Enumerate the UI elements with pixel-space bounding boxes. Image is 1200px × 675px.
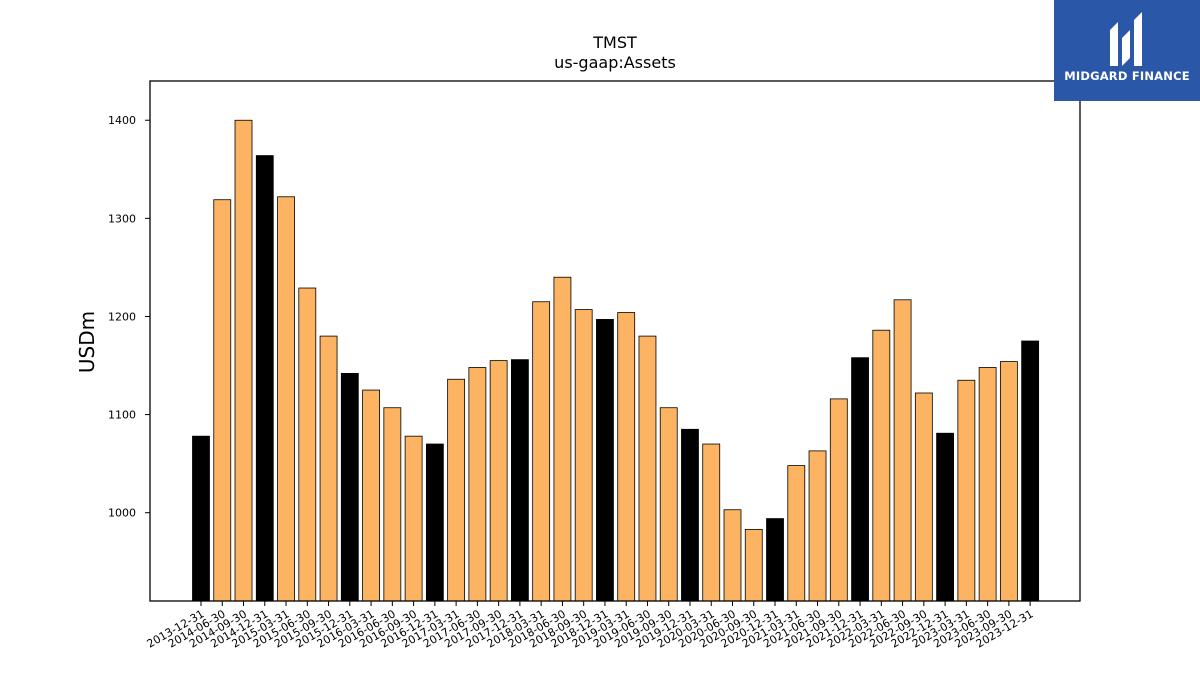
bar-2017-09-30 bbox=[489, 360, 508, 602]
y-axis-label: USDm bbox=[75, 311, 99, 373]
midgard-logo-icon bbox=[1110, 12, 1142, 66]
bar-2021-03-31 bbox=[787, 465, 806, 602]
bar-2014-09-30 bbox=[234, 119, 253, 602]
chart-subtitle: us-gaap:Assets bbox=[554, 53, 676, 72]
bar-2021-09-30 bbox=[829, 398, 848, 602]
y-tick-label: 1000 bbox=[108, 507, 136, 520]
bar-2017-03-31 bbox=[447, 378, 466, 602]
bar-2015-12-31 bbox=[340, 372, 359, 602]
bar-2017-06-30 bbox=[468, 367, 487, 602]
bar-2014-12-31 bbox=[255, 155, 274, 602]
bar-2022-06-30 bbox=[893, 299, 912, 602]
bar-2018-09-30 bbox=[574, 309, 593, 602]
bar-2015-06-30 bbox=[298, 287, 317, 602]
bar-2019-06-30 bbox=[638, 335, 657, 602]
y-tick-label: 1400 bbox=[108, 114, 136, 127]
bar-2023-09-30 bbox=[999, 361, 1018, 602]
bar-2015-03-31 bbox=[277, 196, 295, 602]
bar-2022-09-30 bbox=[914, 392, 933, 602]
bar-2020-03-31 bbox=[702, 443, 721, 602]
y-tick-label: 1200 bbox=[108, 310, 136, 323]
y-tick-label: 1300 bbox=[108, 212, 136, 225]
brand-logo: MIDGARD FINANCE bbox=[1054, 0, 1200, 101]
bar-2019-03-31 bbox=[617, 312, 636, 602]
bar-2021-06-30 bbox=[808, 450, 827, 602]
bar-2020-09-30 bbox=[744, 528, 763, 602]
bar-2018-12-31 bbox=[596, 319, 614, 602]
bar-2016-12-31 bbox=[425, 443, 444, 602]
bar-2020-06-30 bbox=[723, 509, 742, 602]
bar-2019-09-30 bbox=[659, 407, 678, 602]
x-axis-ticks: 2013-12-312014-06-302014-09-302014-12-31… bbox=[145, 601, 1036, 651]
bar-2023-03-31 bbox=[957, 379, 976, 602]
bar-2023-12-31 bbox=[1021, 340, 1040, 602]
bars-group bbox=[192, 119, 1040, 602]
bar-2018-06-30 bbox=[553, 276, 572, 602]
bar-2018-03-31 bbox=[532, 301, 551, 602]
chart-title: TMST bbox=[592, 33, 637, 52]
y-axis-ticks: 1000 1100 1200 1300 1400 bbox=[108, 114, 150, 520]
bar-2016-03-31 bbox=[362, 389, 380, 602]
bar-2020-12-31 bbox=[766, 518, 784, 602]
bar-2013-12-31 bbox=[192, 435, 210, 602]
bar-2022-12-31 bbox=[936, 432, 954, 602]
bar-2016-09-30 bbox=[404, 435, 423, 602]
bar-2017-12-31 bbox=[510, 359, 529, 602]
bar-2021-12-31 bbox=[851, 357, 869, 602]
bar-2016-06-30 bbox=[383, 407, 402, 602]
brand-name: MIDGARD FINANCE bbox=[1064, 69, 1190, 83]
bar-2014-06-30 bbox=[213, 199, 232, 602]
y-tick-label: 1100 bbox=[108, 409, 136, 422]
plot-frame bbox=[149, 80, 1081, 602]
bar-2022-03-31 bbox=[872, 329, 891, 602]
bar-2023-06-30 bbox=[978, 367, 997, 602]
bar-2019-12-31 bbox=[681, 428, 699, 602]
bar-2015-09-30 bbox=[319, 335, 338, 602]
